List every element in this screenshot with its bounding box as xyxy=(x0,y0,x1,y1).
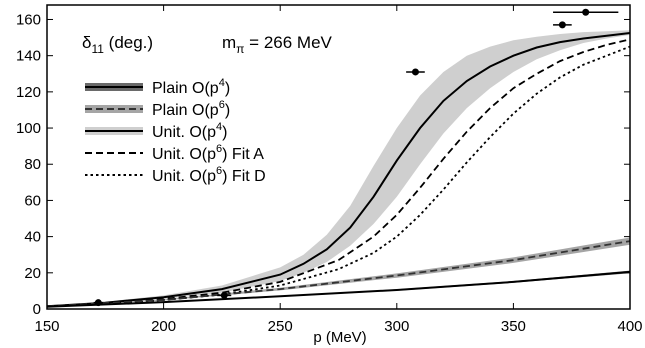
axis-ticks: 150 200 250 300 350 400 0 20 40 60 80 100 120 140 160 xyxy=(16,5,643,335)
quantity-symbol: δ xyxy=(82,33,91,52)
point-marker xyxy=(411,68,419,76)
data-point-4 xyxy=(553,8,619,16)
plot-frame xyxy=(46,4,631,310)
line-plain_p4 xyxy=(46,270,631,308)
error-bands xyxy=(47,30,630,307)
point-marker xyxy=(94,299,102,307)
mass-subscript: π xyxy=(236,42,244,56)
quantity-subscript: 11 xyxy=(91,42,104,56)
x-tick-label: 300 xyxy=(384,318,409,335)
point-marker xyxy=(582,8,590,16)
y-tick-label: 80 xyxy=(24,156,41,173)
point-marker xyxy=(220,291,228,299)
mass-value: = 266 MeV xyxy=(244,33,332,52)
data-point-0 xyxy=(93,299,103,307)
mass-annotation: mπ = 266 MeV xyxy=(222,33,333,56)
legend-item-plain_p4: Plain O(p4) xyxy=(85,77,230,97)
y-tick-label: 160 xyxy=(16,11,41,28)
data-point-3 xyxy=(553,21,572,29)
y-tick-label: 140 xyxy=(16,48,41,65)
legend-label: Plain O(p6) xyxy=(152,99,230,119)
x-tick-label: 200 xyxy=(151,318,176,335)
legend: Plain O(p4)Plain O(p6)Unit. O(p4)Unit. O… xyxy=(85,77,266,185)
band-unit_p4 xyxy=(47,30,630,307)
y-tick-label: 0 xyxy=(33,301,41,318)
line-plain_p6 xyxy=(46,240,631,308)
y-tick-label: 40 xyxy=(24,229,41,246)
line-unit_p6_a xyxy=(46,38,631,308)
data-points xyxy=(93,8,619,307)
legend-item-unit_p6_a: Unit. O(p6) Fit A xyxy=(85,143,264,163)
legend-item-plain_p6: Plain O(p6) xyxy=(85,99,230,119)
y-tick-label: 20 xyxy=(24,265,41,282)
x-axis-label: p (MeV) xyxy=(313,329,366,346)
x-tick-label: 350 xyxy=(501,318,526,335)
data-point-2 xyxy=(406,68,425,76)
x-tick-label: 150 xyxy=(34,318,59,335)
series-lines xyxy=(46,32,631,308)
x-tick-label: 250 xyxy=(268,318,293,335)
legend-item-unit_p4: Unit. O(p4) xyxy=(85,121,227,141)
legend-item-unit_p6_d: Unit. O(p6) Fit D xyxy=(85,165,266,185)
mass-symbol: m xyxy=(222,33,236,52)
legend-label: Unit. O(p4) xyxy=(152,121,227,141)
legend-label: Unit. O(p6) Fit D xyxy=(152,165,266,185)
y-tick-label: 60 xyxy=(24,192,41,209)
line-unit_p4 xyxy=(46,32,631,308)
point-marker xyxy=(558,21,566,29)
y-tick-label: 100 xyxy=(16,120,41,137)
x-tick-label: 400 xyxy=(617,318,642,335)
y-tick-label: 120 xyxy=(16,84,41,101)
quantity-annotation: δ11 (deg.) xyxy=(82,33,153,56)
quantity-unit: (deg.) xyxy=(104,33,153,52)
legend-label: Plain O(p4) xyxy=(152,77,230,97)
data-point-1 xyxy=(217,291,232,299)
legend-label: Unit. O(p6) Fit A xyxy=(152,143,264,163)
